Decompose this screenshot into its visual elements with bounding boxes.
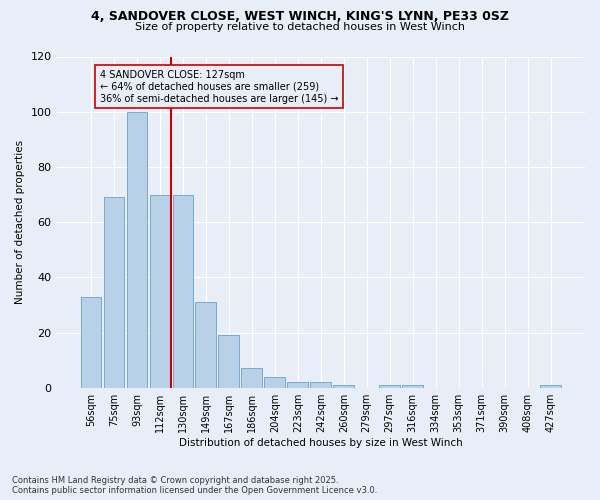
X-axis label: Distribution of detached houses by size in West Winch: Distribution of detached houses by size … <box>179 438 463 448</box>
Bar <box>403 385 423 388</box>
Bar <box>173 194 193 388</box>
Bar <box>310 382 331 388</box>
Text: Size of property relative to detached houses in West Winch: Size of property relative to detached ho… <box>135 22 465 32</box>
Text: Contains HM Land Registry data © Crown copyright and database right 2025.
Contai: Contains HM Land Registry data © Crown c… <box>12 476 377 495</box>
Bar <box>241 368 262 388</box>
Bar <box>334 385 354 388</box>
Text: 4 SANDOVER CLOSE: 127sqm
← 64% of detached houses are smaller (259)
36% of semi-: 4 SANDOVER CLOSE: 127sqm ← 64% of detach… <box>100 70 338 104</box>
Bar <box>80 296 101 388</box>
Bar <box>379 385 400 388</box>
Bar <box>287 382 308 388</box>
Bar <box>218 336 239 388</box>
Bar <box>104 198 124 388</box>
Bar <box>127 112 147 388</box>
Bar <box>265 376 285 388</box>
Bar <box>540 385 561 388</box>
Bar <box>149 194 170 388</box>
Text: 4, SANDOVER CLOSE, WEST WINCH, KING'S LYNN, PE33 0SZ: 4, SANDOVER CLOSE, WEST WINCH, KING'S LY… <box>91 10 509 23</box>
Bar <box>196 302 216 388</box>
Y-axis label: Number of detached properties: Number of detached properties <box>15 140 25 304</box>
